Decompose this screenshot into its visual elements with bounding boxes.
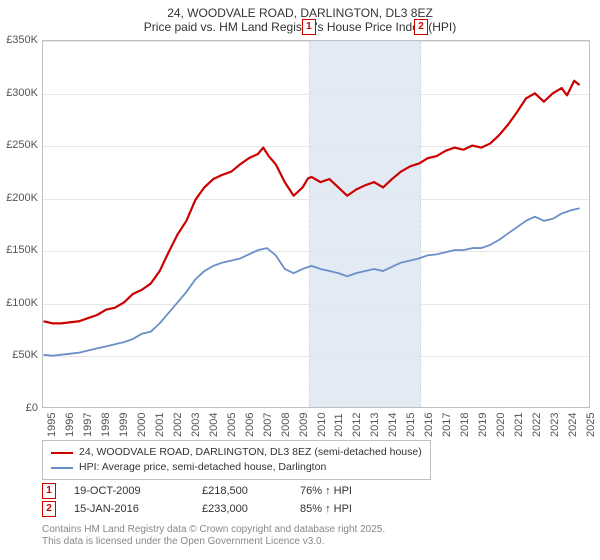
x-tick-label: 2022 [531,413,543,437]
y-tick-label: £50K [12,349,38,361]
y-tick-label: £200K [6,192,38,204]
event-marker-2: 2 [414,19,428,35]
event-price: £233,000 [202,503,282,515]
x-tick-label: 2015 [405,413,417,437]
event-date: 15-JAN-2016 [74,503,184,515]
event-table: 1 19-OCT-2009 £218,500 76% ↑ HPI 2 15-JAN-201… [42,482,400,518]
chart-title-line2: Price paid vs. HM Land Registry's House … [0,20,600,34]
chart-title-line1: 24, WOODVALE ROAD, DARLINGTON, DL3 8EZ [0,6,600,20]
x-tick-label: 2009 [298,413,310,437]
x-tick-label: 2025 [585,413,597,437]
legend-swatch [51,452,73,454]
x-tick-label: 2024 [567,413,579,437]
legend-swatch [51,467,73,469]
x-tick-label: 2011 [333,413,345,437]
y-tick-label: £100K [6,297,38,309]
x-tick-label: 2020 [495,413,507,437]
legend-row: HPI: Average price, semi-detached house,… [51,460,422,475]
series-property [43,81,579,324]
y-tick-label: £350K [6,34,38,46]
legend-rows: 24, WOODVALE ROAD, DARLINGTON, DL3 8EZ (… [51,445,422,475]
x-tick-label: 2010 [316,413,328,437]
x-tick-label: 1998 [100,413,112,437]
x-tick-label: 2016 [423,413,435,437]
legend: 24, WOODVALE ROAD, DARLINGTON, DL3 8EZ (… [42,440,431,480]
x-tick-label: 2000 [136,413,148,437]
event-marker-icon: 2 [42,501,56,517]
x-tick-label: 1997 [82,413,94,437]
x-tick-label: 2005 [226,413,238,437]
event-pct: 85% ↑ HPI [300,503,400,515]
x-tick-label: 2001 [154,413,166,437]
x-tick-label: 2017 [441,413,453,437]
event-marker-1: 1 [302,19,316,35]
x-tick-label: 2023 [549,413,561,437]
x-tick-label: 2004 [208,413,220,437]
x-tick-label: 2013 [369,413,381,437]
y-tick-label: £150K [6,244,38,256]
x-tick-label: 1999 [118,413,130,437]
legend-label: 24, WOODVALE ROAD, DARLINGTON, DL3 8EZ (… [79,445,422,460]
y-tick-label: £0 [26,402,38,414]
chart-container: 24, WOODVALE ROAD, DARLINGTON, DL3 8EZ P… [0,0,600,560]
event-pct: 76% ↑ HPI [300,485,400,497]
event-price: £218,500 [202,485,282,497]
event-date: 19-OCT-2009 [74,485,184,497]
event-marker-icon: 1 [42,483,56,499]
x-tick-label: 2014 [387,413,399,437]
event-row: 1 19-OCT-2009 £218,500 76% ↑ HPI [42,482,400,500]
footnote: Contains HM Land Registry data © Crown c… [42,524,385,548]
series-hpi [43,208,579,355]
x-tick-label: 2007 [262,413,274,437]
y-tick-label: £300K [6,87,38,99]
line-series [43,41,589,407]
x-tick-label: 1995 [46,413,58,437]
legend-label: HPI: Average price, semi-detached house,… [79,460,326,475]
plot-area: 12 [42,40,590,408]
footnote-line1: Contains HM Land Registry data © Crown c… [42,524,385,536]
y-tick-label: £250K [6,139,38,151]
x-tick-label: 2021 [513,413,525,437]
x-tick-label: 2002 [172,413,184,437]
event-row: 2 15-JAN-2016 £233,000 85% ↑ HPI [42,500,400,518]
x-tick-label: 2008 [280,413,292,437]
legend-row: 24, WOODVALE ROAD, DARLINGTON, DL3 8EZ (… [51,445,422,460]
x-tick-label: 2012 [351,413,363,437]
x-tick-label: 2018 [459,413,471,437]
x-tick-label: 2019 [477,413,489,437]
x-tick-label: 1996 [64,413,76,437]
footnote-line2: This data is licensed under the Open Gov… [42,536,385,548]
x-tick-label: 2006 [244,413,256,437]
title-block: 24, WOODVALE ROAD, DARLINGTON, DL3 8EZ P… [0,0,600,36]
x-tick-label: 2003 [190,413,202,437]
